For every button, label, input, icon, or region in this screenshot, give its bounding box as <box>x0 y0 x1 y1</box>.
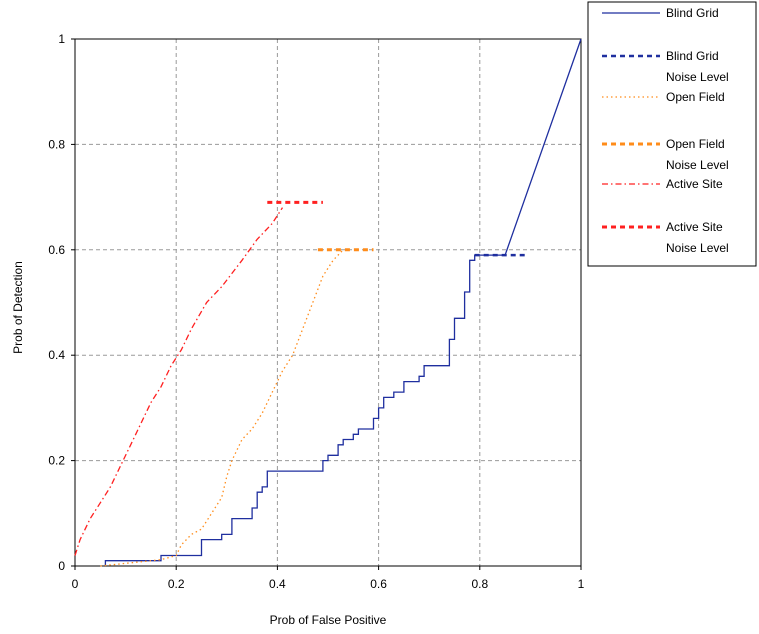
legend-label: Open Field <box>666 137 725 151</box>
legend-label: Open Field <box>666 90 725 104</box>
y-tick-label: 0.4 <box>48 348 65 362</box>
y-tick-label: 1 <box>58 32 65 46</box>
plot-area-border <box>74 38 582 567</box>
legend-label: Noise Level <box>666 158 729 172</box>
grid-lines <box>75 39 581 566</box>
x-tick-label: 0.2 <box>168 577 185 591</box>
legend-label: Active Site <box>666 220 723 234</box>
series-line-open-field <box>100 249 344 567</box>
legend-label: Blind Grid <box>666 6 719 20</box>
legend-label: Noise Level <box>666 241 729 255</box>
x-tick-label: 0.8 <box>471 577 488 591</box>
x-tick-label: 0.6 <box>370 577 387 591</box>
x-axis-ticks: 0 0.2 0.4 0.6 0.8 1 <box>72 566 585 591</box>
y-tick-label: 0.6 <box>48 243 65 257</box>
y-axis-ticks: 0 0.2 0.4 0.6 0.8 1 <box>48 32 75 573</box>
x-tick-label: 0 <box>72 577 79 591</box>
y-axis-title: Prob of Detection <box>11 261 25 354</box>
x-axis-title: Prob of False Positive <box>270 613 387 627</box>
x-tick-label: 1 <box>578 577 585 591</box>
x-tick-label: 0.4 <box>269 577 286 591</box>
y-tick-label: 0.8 <box>48 137 65 151</box>
legend-label: Blind Grid <box>666 49 719 63</box>
legend-label: Active Site <box>666 177 723 191</box>
series-layer <box>74 38 582 567</box>
y-tick-label: 0 <box>58 559 65 573</box>
y-tick-label: 0.2 <box>48 454 65 468</box>
legend-box <box>587 1 757 267</box>
legend-label: Noise Level <box>666 70 729 84</box>
legend: Blind Grid Blind Grid Noise Level Open Fiel… <box>587 1 757 267</box>
series-line-blind-grid <box>104 38 582 566</box>
series-line-active-site <box>74 207 284 556</box>
